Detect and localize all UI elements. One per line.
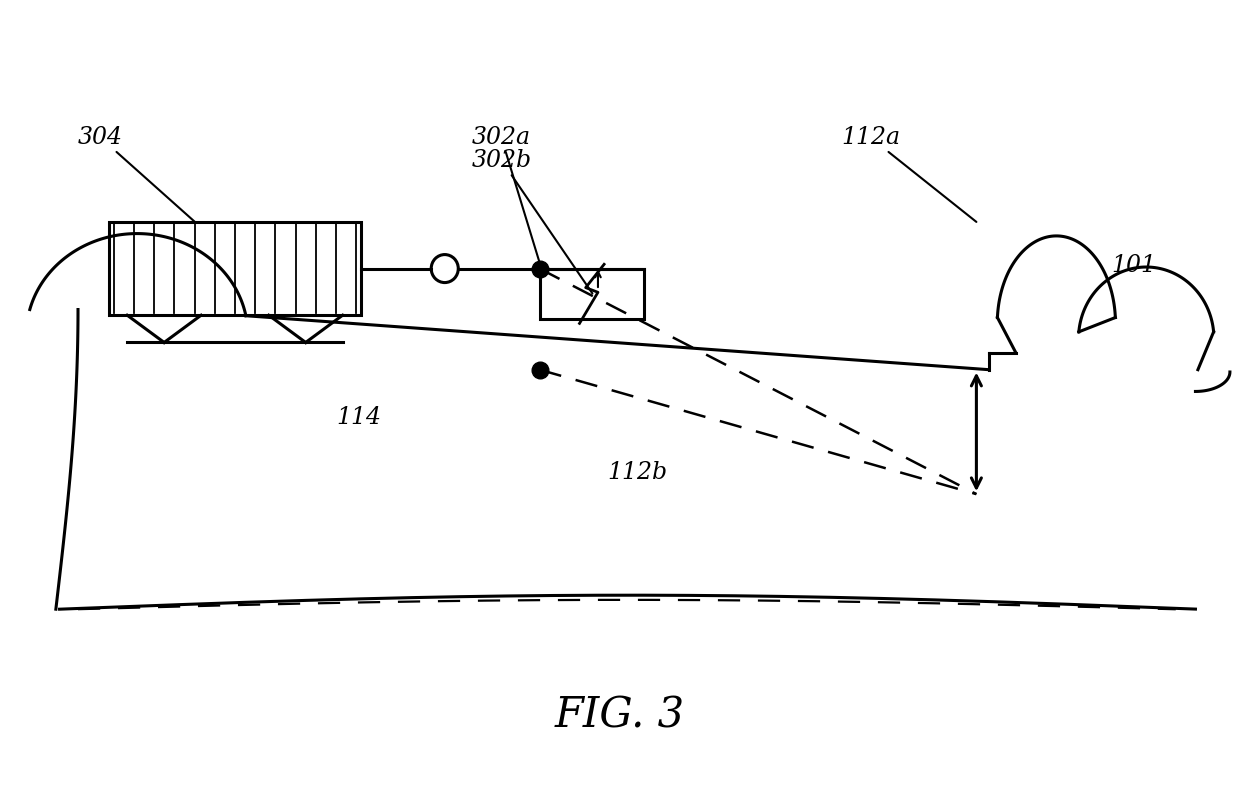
Text: 112a: 112a	[841, 126, 976, 222]
Text: 304: 304	[78, 126, 195, 222]
Bar	[109, 222, 361, 315]
Text: 101: 101	[1111, 255, 1157, 277]
Text: 114: 114	[337, 406, 382, 429]
Text: 302b: 302b	[472, 149, 592, 293]
Text: FIG. 3: FIG. 3	[554, 695, 685, 736]
Bar	[539, 269, 644, 319]
Text: 112b: 112b	[607, 461, 668, 483]
Text: 302a: 302a	[472, 126, 539, 263]
